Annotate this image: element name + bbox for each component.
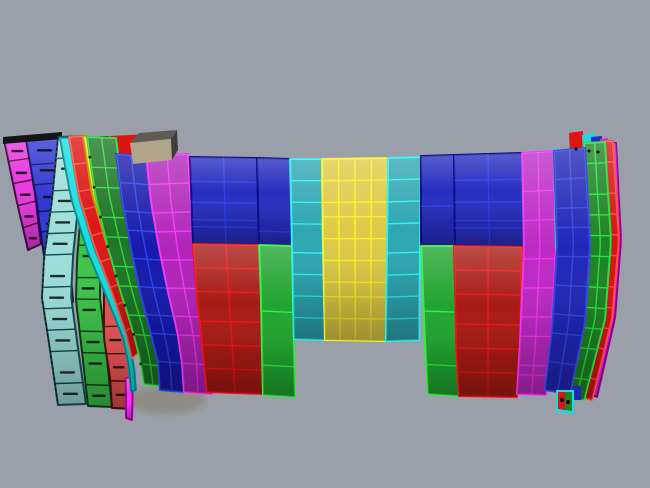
cap-dot-b [587, 149, 591, 153]
part-label-mark [49, 296, 65, 299]
part-label-mark [113, 366, 125, 369]
green-column-left[interactable] [258, 244, 296, 398]
part-label-mark [81, 287, 95, 290]
cap-dot-a [574, 147, 578, 151]
part-label-mark [19, 193, 31, 196]
part-label-mark [11, 149, 24, 153]
part-label-mark [62, 392, 78, 396]
part-label-mark [55, 221, 71, 224]
part-label-mark [92, 394, 106, 397]
part-label-mark [28, 237, 38, 240]
yellow-center-grid[interactable] [321, 157, 389, 342]
cap-dot-c [596, 150, 600, 154]
part-label-mark [86, 340, 100, 344]
part-label-mark [15, 171, 27, 175]
cyan-strip-left[interactable] [289, 158, 326, 341]
blue-block-left-a[interactable] [189, 156, 260, 246]
left-strip-top-edge [3, 132, 62, 144]
part-label-mark [39, 169, 55, 172]
red-block-right[interactable] [453, 245, 523, 398]
part-label-mark [37, 149, 53, 152]
foot-blue-sliver[interactable] [572, 386, 581, 400]
tan-box-top-face[interactable] [130, 130, 177, 143]
cyan-strip-right[interactable] [385, 156, 422, 342]
part-label-mark [109, 338, 122, 342]
part-label-mark [50, 274, 66, 278]
part-label-mark [52, 242, 68, 246]
part-label-mark [24, 215, 34, 218]
part-label-mark [115, 393, 127, 396]
part-label-mark [88, 362, 103, 365]
part-label-mark [59, 371, 75, 374]
part-label-mark [57, 199, 73, 203]
blue-block-right-a[interactable] [420, 154, 456, 247]
part-label-mark [55, 339, 71, 342]
foot-dot-a [560, 398, 564, 402]
part-label-mark [82, 308, 96, 312]
blue-block-right-b[interactable] [453, 152, 525, 248]
green-column-right[interactable] [420, 245, 460, 397]
part-label-mark [52, 317, 68, 321]
tan-box-side-face[interactable] [171, 130, 178, 160]
blue-block-left-b[interactable] [256, 157, 293, 247]
foot-dot-b [566, 400, 570, 404]
tan-box-front-face[interactable] [130, 139, 172, 164]
